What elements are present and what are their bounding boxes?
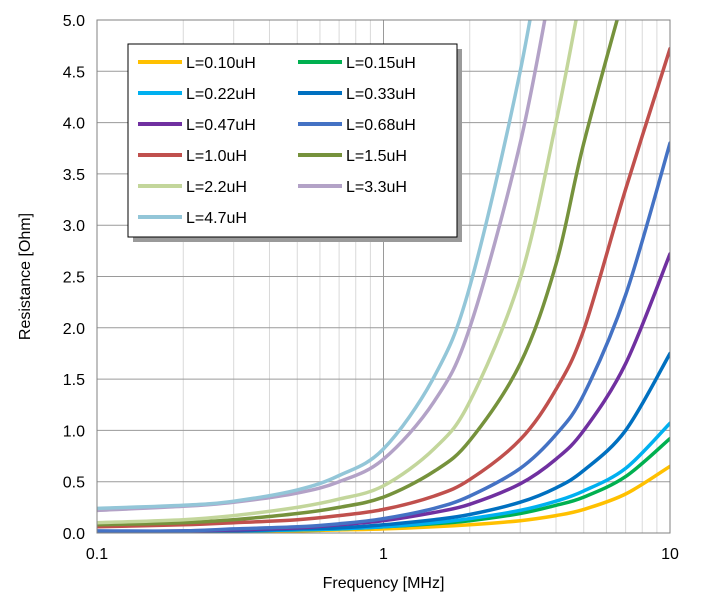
legend-label-l-1-0uh: L=1.0uH [186,148,247,165]
legend-label-l-4-7uh: L=4.7uH [186,210,247,227]
plot-area-border [96,19,671,534]
legend: L=0.10uH L=0.15uH L=0.22uH L=0.33uH L=0.47uH… [127,43,462,242]
y-tick-label: 0.0 [63,526,85,543]
legend-label-l-0-33uh: L=0.33uH [346,86,416,103]
y-tick-label: 4.0 [63,116,85,133]
y-tick-label: 3.5 [63,167,85,184]
x-tick-label: 1 [379,546,388,563]
legend-label-l-3-3uh: L=3.3uH [346,179,407,196]
x-axis-tick-labels: 0.1 1 10 [86,546,679,563]
y-tick-label: 1.5 [63,372,85,389]
y-tick-label: 3.0 [63,218,85,235]
series-line-l-1-5uh [97,20,619,527]
legend-label-l-1-5uh: L=1.5uH [346,148,407,165]
y-tick-label: 0.5 [63,475,85,492]
series-line-l-2-2uh [97,20,578,525]
x-tick-label: 0.1 [86,546,108,563]
y-tick-label: 2.5 [63,270,85,287]
y-tick-label: 2.0 [63,321,85,338]
x-axis-title: Frequency [MHz] [323,575,445,592]
legend-label-l-0-47uh: L=0.47uH [186,117,256,134]
legend-box [127,43,458,238]
legend-label-l-0-68uh: L=0.68uH [346,117,416,134]
y-axis-tick-labels: 0.0 0.5 1.0 1.5 2.0 2.5 3.0 3.5 4.0 4.5 5.0 [63,13,85,543]
x-tick-label: 10 [661,546,679,563]
y-tick-label: 1.0 [63,423,85,440]
legend-label-l-2-2uh: L=2.2uH [186,179,247,196]
legend-label-l-0-15uh: L=0.15uH [346,55,416,72]
series-line-l-1-0uh [97,46,670,529]
series-line-l-0-68uh [97,141,670,533]
legend-label-l-0-22uh: L=0.22uH [186,86,256,103]
y-tick-label: 4.5 [63,64,85,81]
y-axis-title: Resistance [Ohm] [17,213,34,340]
series-lines [97,20,670,533]
series-line-l-4-7uh [97,20,532,511]
y-tick-label: 5.0 [63,13,85,30]
legend-label-l-0-10uh: L=0.10uH [186,55,256,72]
